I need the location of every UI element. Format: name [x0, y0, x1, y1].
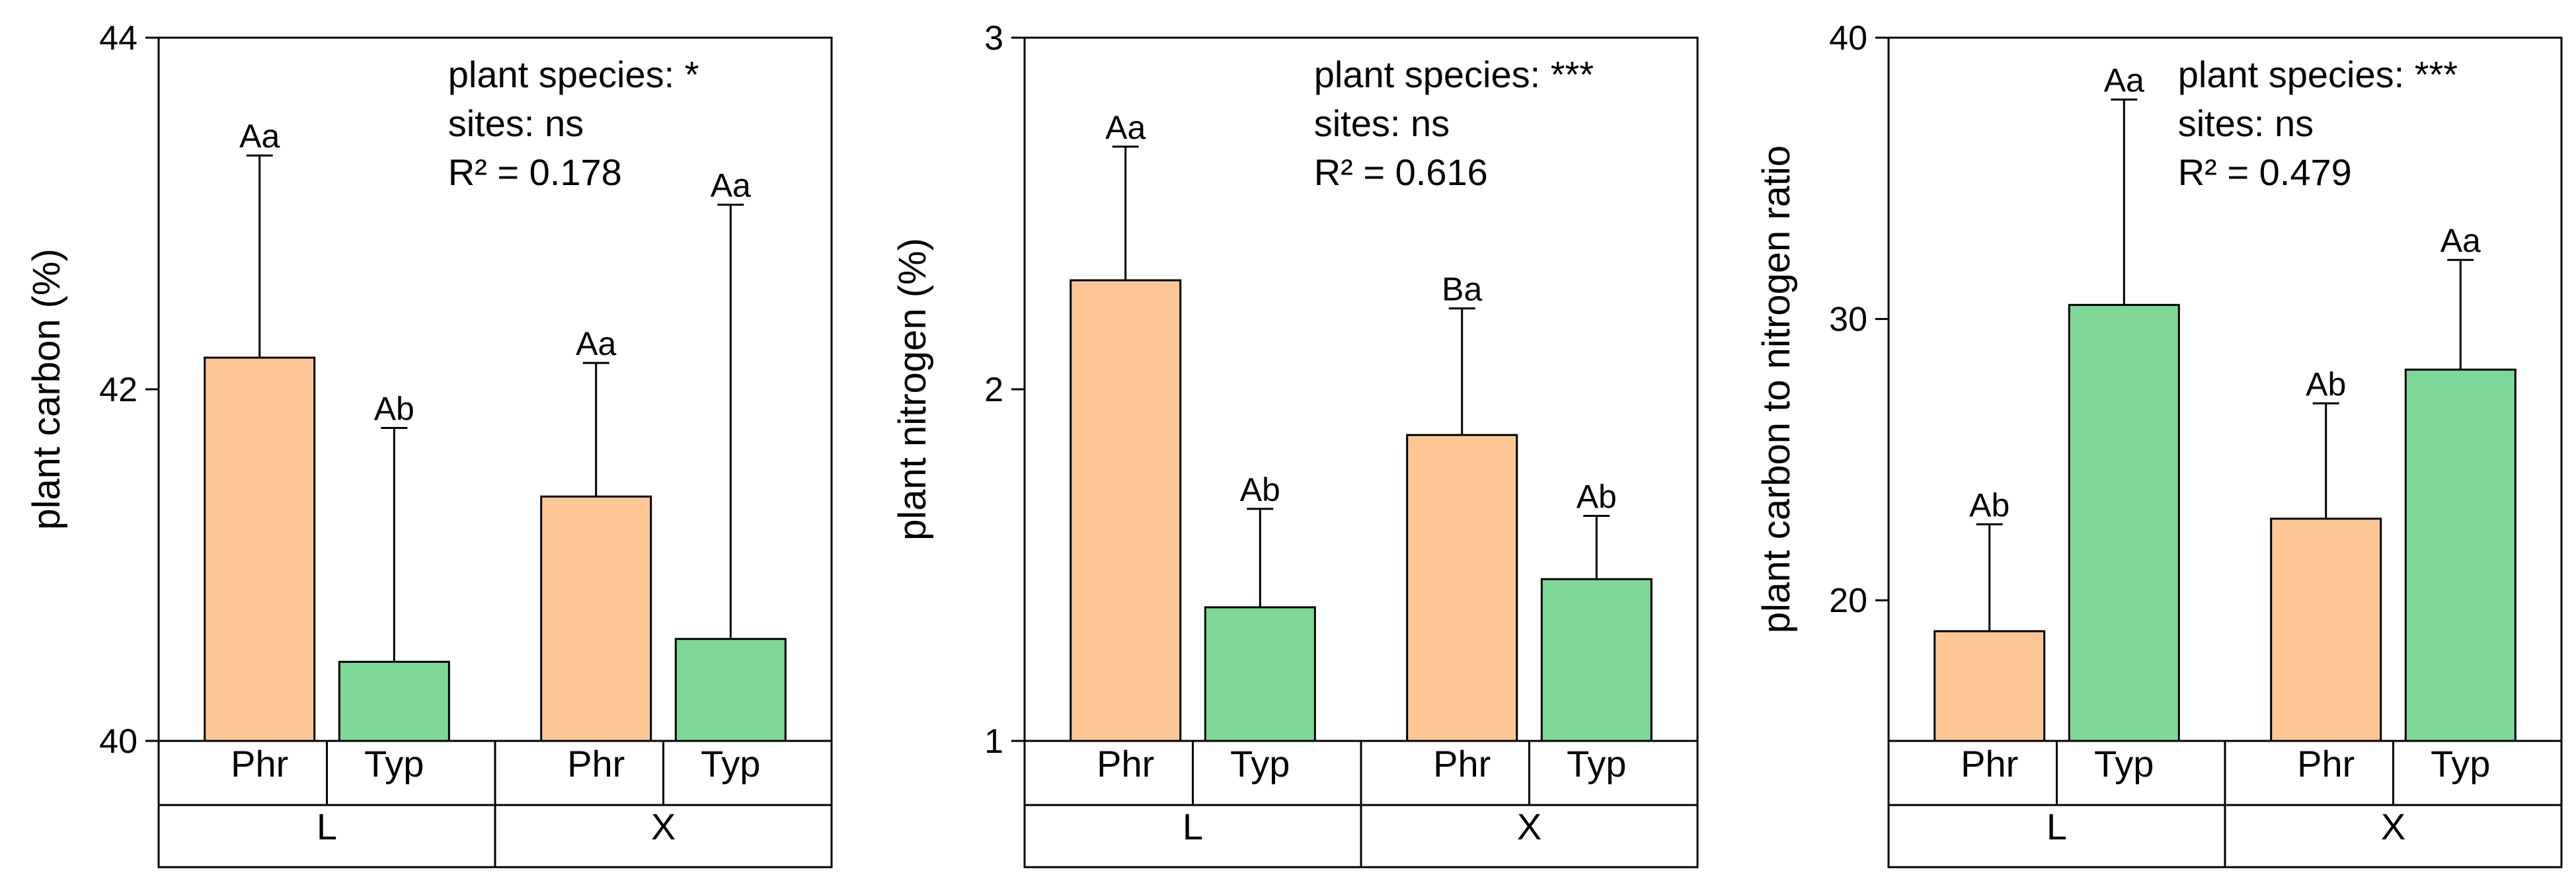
species-label: Phr: [1097, 743, 1154, 785]
site-label: L: [1183, 806, 1203, 847]
bar-l-phr: [1070, 279, 1182, 742]
bar-l-typ: [1204, 606, 1316, 742]
bar-l-phr: [1933, 630, 2046, 742]
y-tick-label: 40: [99, 722, 137, 761]
y-tick-label: 2: [984, 371, 1003, 409]
significance-label: Aa: [2104, 62, 2144, 99]
bar-x-phr: [1406, 434, 1518, 742]
bar-x-phr: [540, 495, 652, 742]
stats-annotation: plant species: ***: [2178, 54, 2458, 95]
site-label: X: [2381, 806, 2405, 847]
y-tick-label: 42: [99, 371, 137, 409]
stats-annotation: sites: ns: [1314, 102, 1450, 144]
stats-annotation: sites: ns: [2178, 102, 2314, 144]
y-tick-label: 3: [984, 19, 1003, 58]
bar-x-typ: [2404, 368, 2517, 742]
y-axis-label: plant nitrogen (%): [891, 238, 934, 541]
significance-label: Aa: [1105, 109, 1146, 146]
significance-label: Ab: [1240, 471, 1280, 508]
species-label: Phr: [567, 743, 625, 785]
stats-annotation: R² = 0.479: [2178, 151, 2352, 193]
stats-annotation: R² = 0.178: [448, 151, 622, 193]
significance-label: Ab: [1969, 486, 2010, 523]
bar-x-phr: [2270, 518, 2382, 742]
y-axis-label: plant carbon (%): [25, 249, 68, 530]
species-label: Typ: [2431, 743, 2490, 785]
panel-carbon-nitrogen-ratio: 20 30 40 plant carbon to nitrogen ratio Ab Ph…: [1755, 19, 2563, 868]
significance-label: Aa: [711, 167, 751, 204]
bar-l-typ: [338, 660, 450, 742]
site-label: L: [2047, 806, 2067, 847]
site-label: X: [651, 806, 676, 847]
site-label: X: [1517, 806, 1542, 847]
stats-annotation: R² = 0.616: [1314, 151, 1488, 193]
species-label: Typ: [701, 743, 760, 785]
species-label: Typ: [364, 743, 424, 785]
species-label: Typ: [1567, 743, 1626, 785]
species-label: Phr: [1433, 743, 1491, 785]
species-label: Phr: [2297, 743, 2355, 785]
bar-l-phr: [204, 356, 316, 742]
significance-label: Ab: [2306, 366, 2346, 403]
significance-label: Ab: [1577, 479, 1617, 516]
stats-annotation: plant species: ***: [1314, 54, 1594, 95]
bar-x-typ: [674, 638, 787, 742]
bar-x-typ: [1540, 578, 1653, 742]
significance-label: Ba: [1442, 271, 1482, 308]
stats-annotation: sites: ns: [448, 102, 584, 144]
bar-l-typ: [2068, 303, 2180, 742]
y-tick-label: 30: [1829, 301, 1867, 339]
y-tick-label: 40: [1829, 19, 1867, 58]
stats-annotation: plant species: *: [448, 54, 699, 95]
panel-plant-nitrogen: 1 2 3 plant nitrogen (%) Aa Phr Ab Typ Ba Phr Ab Ty…: [891, 19, 1699, 868]
species-label: Phr: [1961, 743, 2018, 785]
significance-label: Ab: [374, 391, 414, 428]
significance-label: Aa: [576, 325, 616, 362]
y-axis-label: plant carbon to nitrogen ratio: [1755, 145, 1798, 633]
species-label: Typ: [2094, 743, 2154, 785]
panel-plant-carbon: 40 42 44 plant carbon (%) Aa Phr Ab Typ Aa Phr Aa T…: [25, 19, 833, 868]
site-label: L: [317, 806, 337, 847]
y-tick-label: 1: [984, 722, 1003, 761]
significance-label: Aa: [2440, 222, 2481, 259]
y-tick-label: 20: [1829, 582, 1867, 620]
species-label: Typ: [1230, 743, 1290, 785]
significance-label: Aa: [239, 118, 280, 155]
species-label: Phr: [231, 743, 288, 785]
y-tick-label: 44: [99, 19, 137, 58]
